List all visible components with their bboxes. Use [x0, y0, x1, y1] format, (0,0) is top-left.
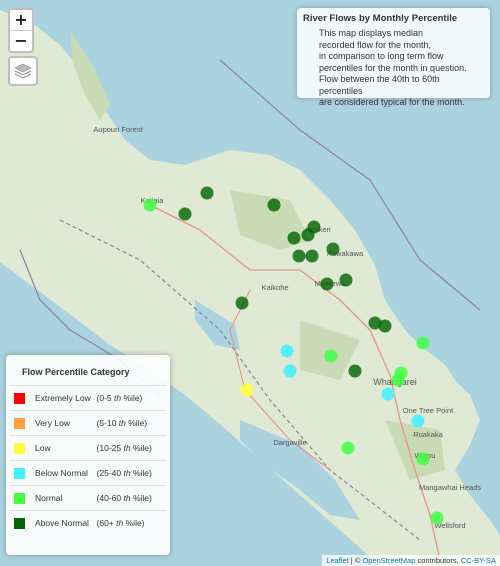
info-panel: River Flows by Monthly Percentile This m…	[297, 8, 490, 107]
legend-swatch	[14, 467, 25, 479]
info-line: in comparison to long term flow	[319, 51, 444, 61]
harbour-kaipara	[240, 420, 360, 520]
gauge-marker[interactable]	[341, 441, 355, 455]
gauge-marker[interactable]	[287, 231, 301, 245]
gauge-marker[interactable]	[339, 273, 353, 287]
gauge-marker[interactable]	[430, 511, 444, 525]
gauge-marker[interactable]	[378, 319, 392, 333]
legend-swatch	[14, 517, 25, 529]
legend-item-range: (60+ th %ile)	[96, 518, 145, 528]
info-title: River Flows by Monthly Percentile	[303, 13, 458, 24]
leaflet-link[interactable]: Leaflet	[326, 556, 349, 565]
legend-swatch	[14, 492, 25, 504]
gauge-marker[interactable]	[320, 277, 334, 291]
gauge-marker[interactable]	[283, 364, 297, 378]
gauge-markers	[143, 186, 444, 525]
label-wellsford: Wellsford	[434, 521, 465, 530]
label-one-tree-point: One Tree Point	[403, 406, 454, 415]
boundary-line	[59, 219, 421, 541]
gauge-marker[interactable]	[326, 242, 340, 256]
legend-item: Extremely Low (0-5 th %ile)	[10, 385, 166, 410]
legend-item-name: Extremely Low	[35, 393, 91, 403]
layers-button[interactable]	[8, 56, 38, 86]
legend-item-range: (25-40 th %ile)	[96, 468, 152, 478]
label-mangawhai: Mangawhai Heads	[419, 483, 481, 492]
osm-link[interactable]: OpenStreetMap	[362, 556, 416, 565]
boundary-line-3	[219, 59, 481, 311]
info-line: Flow between the 40th to 60th percentile…	[319, 74, 440, 96]
gauge-marker[interactable]	[240, 383, 254, 397]
gauge-marker[interactable]	[391, 373, 405, 387]
gauge-marker[interactable]	[280, 344, 294, 358]
legend-title: Flow Percentile Category	[22, 367, 130, 377]
legend-item-name: Above Normal	[35, 518, 89, 528]
legend-swatch	[14, 392, 25, 404]
legend-item-name: Below Normal	[35, 468, 88, 478]
land-forest-patches	[70, 30, 445, 480]
legend-item-name: Normal	[35, 493, 63, 503]
info-line: recorded flow for the month,	[319, 39, 432, 50]
legend-panel: Flow Percentile Category Extremely Low (0…	[6, 355, 170, 555]
legend-item-range: (0-5 th %ile)	[96, 393, 143, 403]
gauge-marker[interactable]	[235, 296, 249, 310]
land-northland	[0, 10, 500, 566]
gauge-marker[interactable]	[416, 452, 430, 466]
gauge-marker[interactable]	[305, 249, 319, 263]
zoom-control: + −	[8, 8, 34, 53]
harbour-west	[195, 300, 240, 350]
gauge-marker[interactable]	[301, 228, 315, 242]
gauge-marker[interactable]	[368, 316, 382, 330]
gauge-marker[interactable]	[200, 186, 214, 200]
legend-item-range: (5-10 th %ile)	[96, 418, 148, 428]
zoom-in-button[interactable]: +	[14, 10, 28, 29]
legend-item: Low (10-25 th %ile)	[10, 435, 166, 460]
gauge-marker[interactable]	[411, 414, 425, 428]
gauge-marker[interactable]	[292, 249, 306, 263]
gauge-marker[interactable]	[267, 198, 281, 212]
legend-item: Below Normal (25-40 th %ile)	[10, 460, 166, 485]
legend-swatch	[14, 442, 25, 454]
attribution-sep: | ©	[348, 556, 363, 565]
legend-item-range: (40-60 th %ile)	[96, 493, 152, 503]
gauge-marker[interactable]	[416, 336, 430, 350]
zoom-out-button[interactable]: −	[10, 30, 32, 51]
road-sh1	[149, 204, 441, 561]
label-dargaville: Dargaville	[273, 438, 306, 447]
info-line: This map displays median	[319, 28, 424, 38]
gauge-marker[interactable]	[348, 364, 362, 378]
label-kawakawa: Kawakawa	[327, 249, 364, 258]
attribution-text: contributors,	[415, 556, 461, 565]
info-line: are considered typical for the month.	[319, 97, 465, 107]
gauge-marker[interactable]	[178, 207, 192, 221]
gauge-marker[interactable]	[324, 349, 338, 363]
legend-item-name: Very Low	[35, 418, 70, 428]
layers-icon	[14, 63, 32, 79]
info-line: percentiles for the month in question.	[319, 62, 467, 73]
legend-item-name: Low	[35, 443, 51, 453]
license-link[interactable]: CC-BY-SA	[460, 556, 496, 565]
gauge-marker[interactable]	[381, 387, 395, 401]
legend-item: Above Normal (60+ th %ile)	[10, 510, 166, 535]
legend-item-range: (10-25 th %ile)	[96, 443, 152, 453]
legend-item: Normal (40-60 th %ile)	[10, 485, 166, 510]
legend-item: Very Low (5-10 th %ile)	[10, 410, 166, 435]
label-kaikohe: Kaikohe	[261, 283, 288, 292]
attribution: Leaflet | © OpenStreetMap contributors, …	[322, 555, 500, 566]
label-ruakaka: Ruakaka	[413, 430, 443, 439]
label-aupouri: Aupouri Forest	[93, 125, 143, 134]
legend-swatch	[14, 417, 25, 429]
gauge-marker[interactable]	[143, 198, 157, 212]
